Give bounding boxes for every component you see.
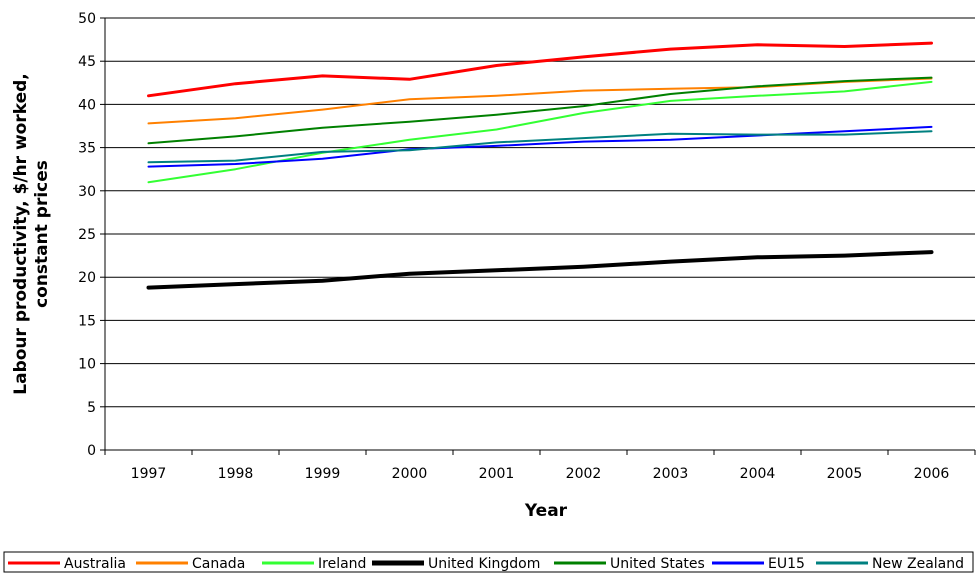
legend-label-united-states: United States [610,556,705,572]
x-tick-label: 2005 [827,466,863,482]
x-tick-label: 1999 [305,466,341,482]
y-tick-label: 0 [87,443,96,459]
y-tick-label: 10 [78,357,96,373]
x-tick-label: 2001 [479,466,515,482]
series-line-australia [147,41,933,98]
x-tick-label: 2004 [740,466,776,482]
y-tick-label: 15 [78,313,96,329]
legend-box [3,551,974,573]
series-lines [146,41,934,290]
x-tick-label: 1998 [218,466,254,482]
x-tick-label: 2006 [914,466,950,482]
series-line-united-states [147,76,933,145]
x-axis-title: Year [524,501,568,521]
series-line-united-kingdom [146,250,934,290]
legend-label-australia: Australia [64,556,126,572]
x-ticks: 1997 1998 1999 2000 2001 2002 2003 2004 2005 2006 [104,450,976,482]
y-axis-title-line-1: Labour productivity, $/hr worked, [11,73,31,394]
y-tick-label: 5 [87,400,96,416]
grid-lines [105,17,975,408]
y-tick-label: 50 [78,11,96,27]
legend-label-new-zealand: New Zealand [872,556,964,572]
series-line-new-zealand [147,130,933,164]
x-tick-label: 2002 [566,466,602,482]
series-line-canada [147,77,933,125]
x-tick-label: 1997 [131,466,167,482]
y-tick-label: 30 [78,184,96,200]
y-tick-label: 25 [78,227,96,243]
legend: Australia Canada Ireland United Kingdom Unit… [3,551,974,573]
legend-label-united-kingdom: United Kingdom [428,556,540,572]
y-tick-label: 35 [78,141,96,157]
y-axis-title: Labour productivity, $/hr worked, consta… [11,73,52,394]
y-tick-label: 20 [78,270,96,286]
y-tick-label: 45 [78,54,96,70]
x-tick-label: 2003 [653,466,689,482]
x-tick-label: 2000 [392,466,428,482]
legend-label-ireland: Ireland [318,556,366,572]
legend-label-canada: Canada [192,556,245,572]
series-line-eu15 [147,125,933,168]
y-tick-label: 40 [78,97,96,113]
y-ticks: 0 5 10 15 20 25 30 35 40 45 50 [78,11,105,459]
legend-label-eu15: EU15 [768,556,805,572]
y-axis-title-line-2: constant prices [32,160,52,308]
